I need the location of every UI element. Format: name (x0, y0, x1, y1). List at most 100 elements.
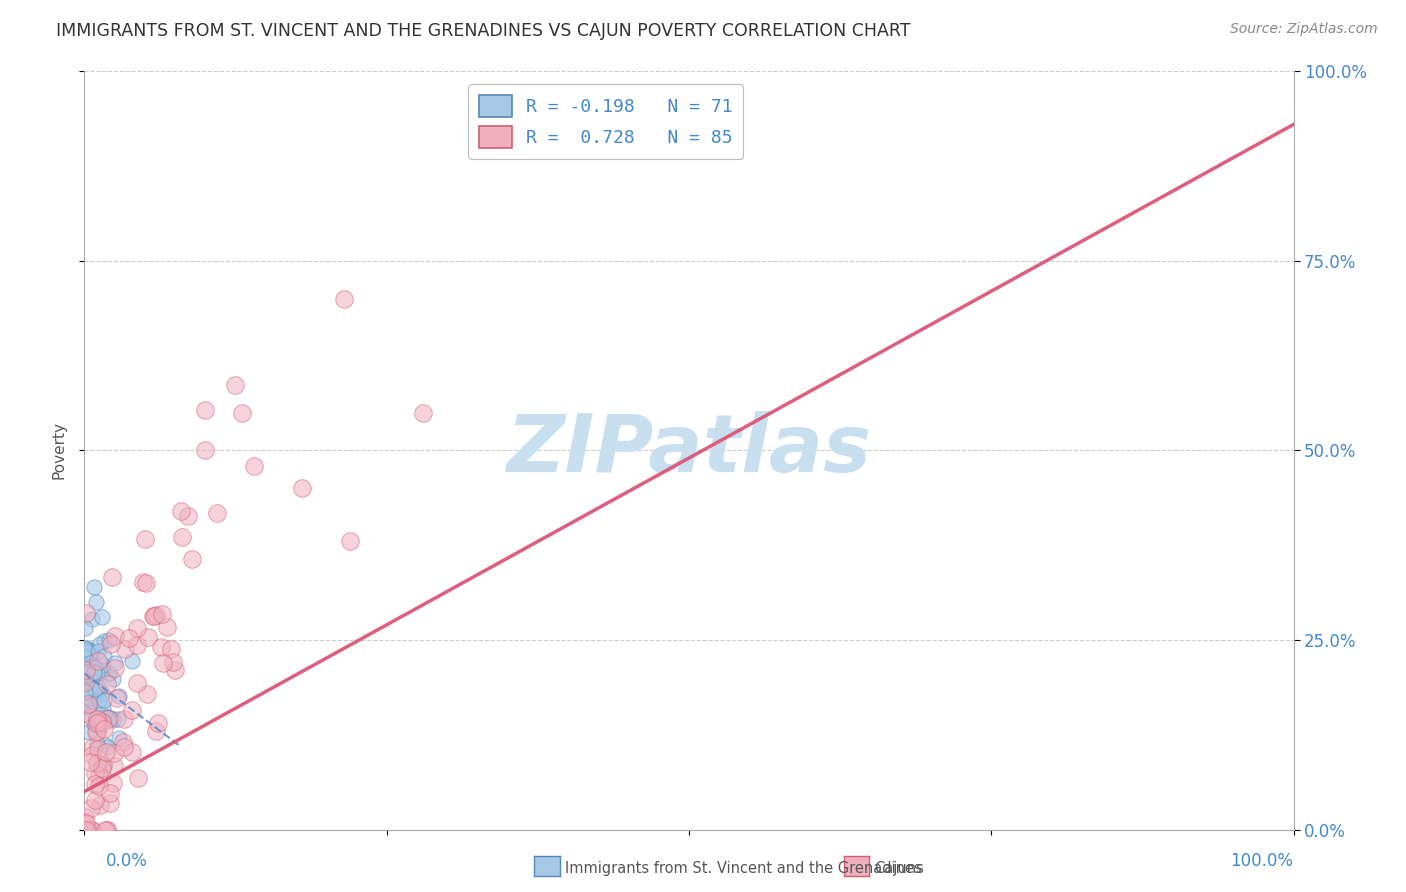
Point (97, 666, 120, 681)
Point (100, 570, 122, 584)
Point (75, 707, 97, 722)
Point (86, 712, 108, 726)
Point (87, 693, 110, 707)
Point (84, 681, 107, 696)
Point (103, 776, 125, 790)
Point (177, 509, 200, 524)
Point (83, 698, 105, 712)
Point (159, 641, 181, 656)
Point (107, 690, 129, 705)
Point (76, 645, 98, 659)
Point (89, 637, 111, 651)
Point (84, 793, 107, 807)
Point (75, 822, 97, 837)
Point (142, 609, 165, 624)
Point (75, 663, 97, 677)
Point (145, 607, 167, 622)
Point (112, 734, 135, 748)
Point (91, 713, 114, 727)
Point (80, 657, 103, 671)
Point (79, 681, 101, 696)
Point (77, 697, 100, 711)
Point (121, 745, 143, 759)
Point (194, 443, 217, 458)
Point (87, 769, 110, 783)
Point (77, 691, 100, 706)
Point (75, 690, 97, 705)
Point (96, 677, 118, 691)
Point (87, 654, 110, 668)
Point (107, 690, 129, 704)
Point (87, 644, 110, 658)
Point (77, 661, 100, 675)
Point (96, 710, 118, 724)
Point (118, 631, 141, 645)
Point (205, 506, 228, 520)
Point (82, 709, 104, 723)
Point (125, 676, 148, 690)
Point (142, 608, 165, 623)
Point (84, 674, 107, 689)
Point (86, 756, 108, 771)
Point (76, 641, 98, 656)
Point (73, 666, 96, 681)
Point (98, 796, 121, 810)
Text: IMMIGRANTS FROM ST. VINCENT AND THE GRENADINES VS CAJUN POVERTY CORRELATION CHAR: IMMIGRANTS FROM ST. VINCENT AND THE GREN… (56, 22, 911, 40)
Point (80, 671, 103, 685)
Point (155, 620, 177, 634)
Point (101, 713, 124, 727)
Point (291, 482, 314, 496)
Point (96, 822, 118, 837)
Point (333, 292, 356, 306)
Point (149, 640, 172, 654)
Point (79, 756, 101, 770)
Point (96, 822, 118, 837)
Point (86, 680, 108, 694)
Point (93, 634, 115, 648)
Point (412, 405, 434, 420)
Point (162, 655, 184, 669)
Text: Cajuns: Cajuns (875, 862, 924, 876)
Point (83, 665, 105, 679)
Point (87, 779, 110, 793)
Point (82, 612, 104, 626)
Point (76, 822, 98, 837)
Point (75, 606, 97, 620)
Point (91, 715, 114, 730)
Point (89, 797, 111, 812)
Point (87, 720, 110, 734)
Text: Source: ZipAtlas.com: Source: ZipAtlas.com (1230, 22, 1378, 37)
Point (103, 673, 125, 687)
Point (75, 700, 97, 714)
Point (107, 731, 129, 746)
Point (146, 716, 169, 731)
Point (82, 740, 104, 755)
Point (93, 737, 115, 751)
Point (86, 665, 108, 680)
Point (73, 684, 96, 698)
Point (82, 655, 104, 669)
Point (84, 777, 107, 791)
Point (93, 757, 115, 772)
Point (86, 683, 108, 698)
Point (82, 747, 104, 762)
Point (77, 698, 100, 712)
Point (86, 716, 108, 731)
Point (91, 701, 114, 715)
Point (93, 723, 115, 737)
Point (107, 712, 129, 726)
Point (73, 622, 96, 636)
Y-axis label: Poverty: Poverty (51, 421, 66, 480)
Point (91, 761, 114, 775)
Point (181, 552, 204, 566)
Point (97, 712, 120, 726)
Legend: R = -0.198   N = 71, R =  0.728   N = 85: R = -0.198 N = 71, R = 0.728 N = 85 (468, 84, 744, 159)
Point (77, 664, 100, 678)
Point (80, 822, 103, 837)
Point (91, 658, 114, 673)
Point (145, 723, 167, 738)
Point (77, 668, 100, 682)
Point (75, 669, 97, 683)
Point (136, 631, 159, 645)
Point (73, 810, 96, 824)
